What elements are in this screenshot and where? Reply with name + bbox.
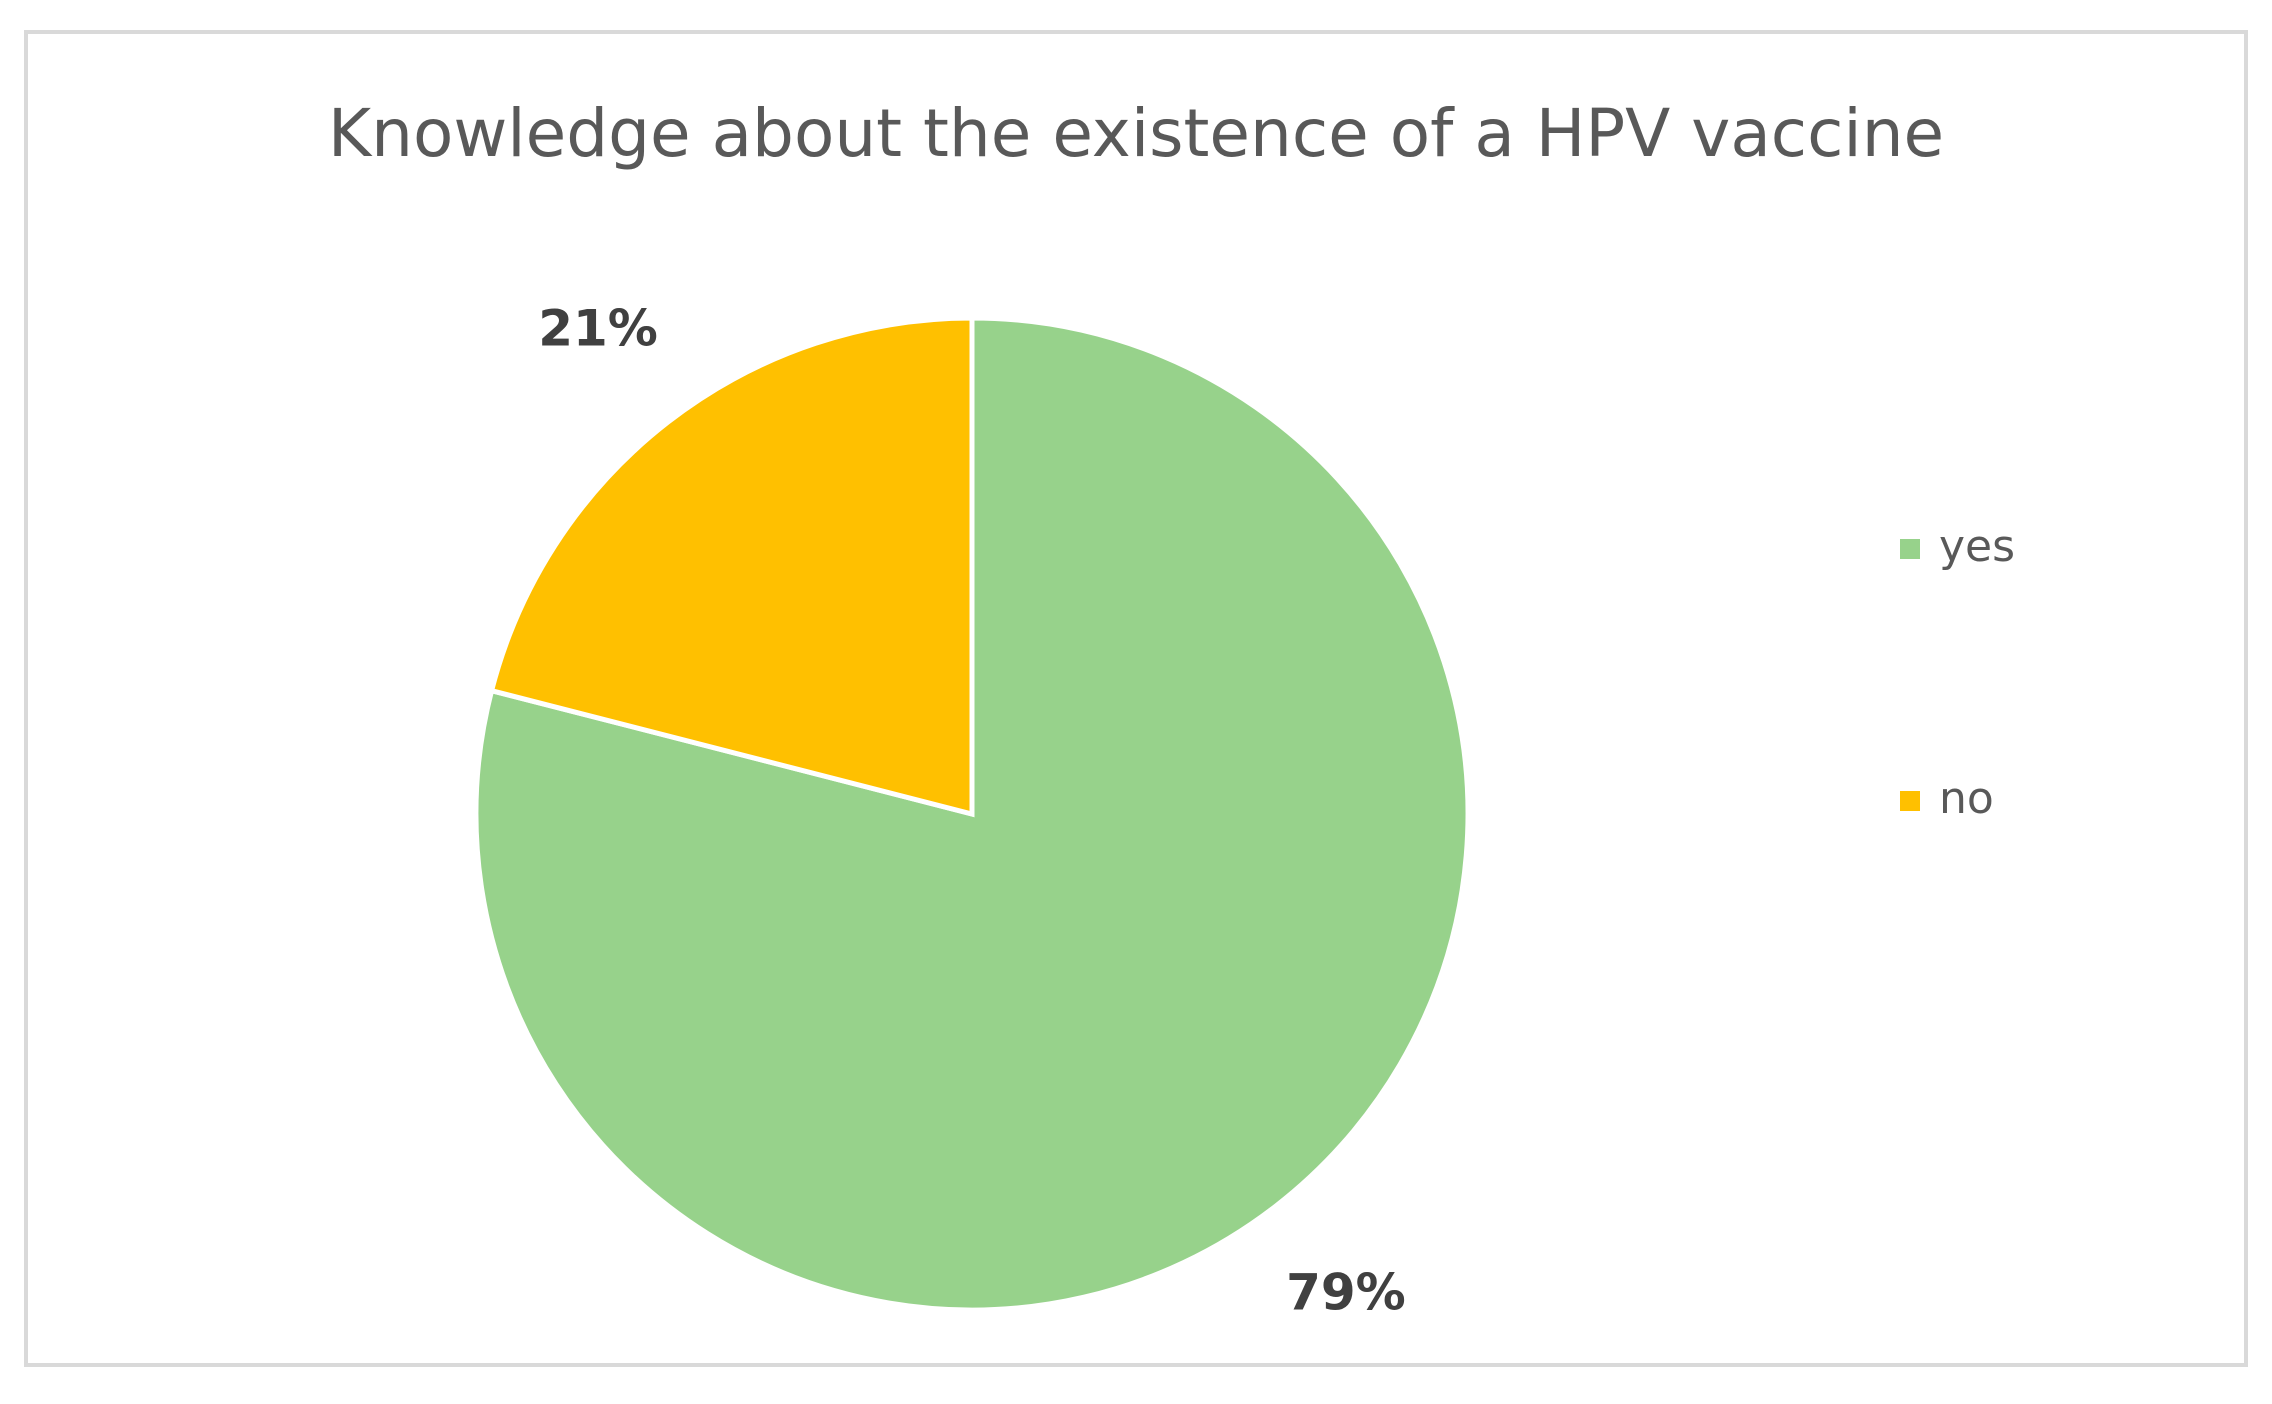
- legend-swatch: [1900, 539, 1920, 559]
- legend-label: yes: [1939, 521, 2015, 572]
- data-label: 79%: [1286, 1264, 1406, 1322]
- legend-label: no: [1939, 773, 1994, 824]
- legend-swatch: [1900, 791, 1920, 811]
- data-label: 21%: [538, 299, 658, 357]
- pie-slice: [488, 315, 975, 818]
- chart-title: Knowledge about the existence of a HPV v…: [328, 95, 1944, 172]
